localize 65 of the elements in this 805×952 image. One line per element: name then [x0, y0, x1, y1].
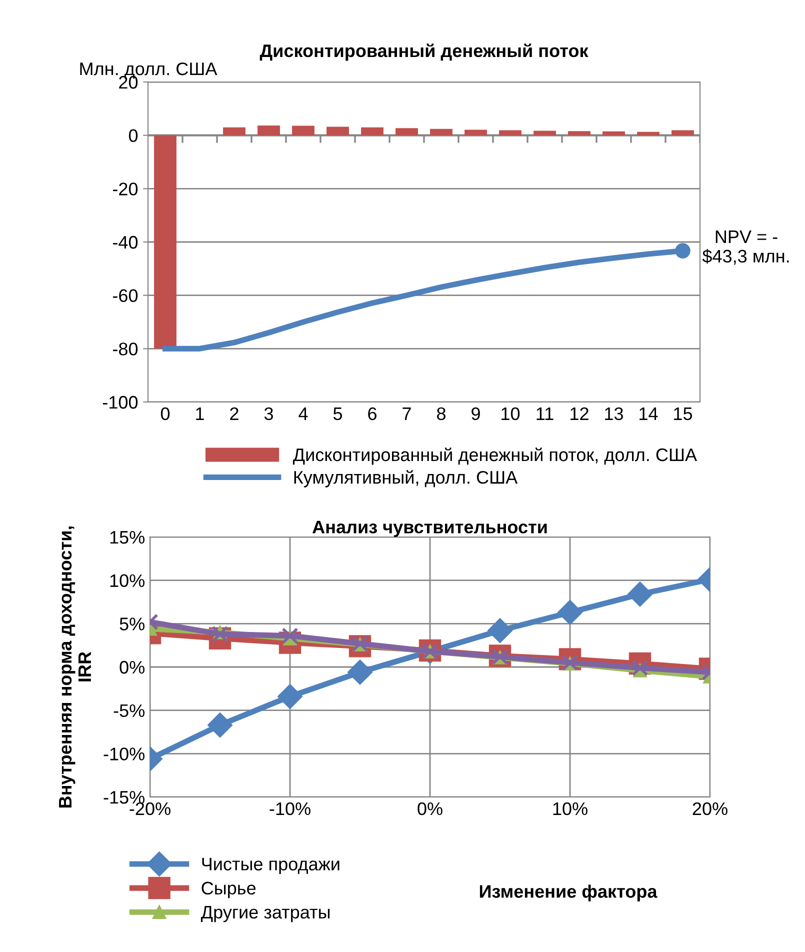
y-tick-label: 15%: [110, 531, 144, 544]
y-tick-label: -15%: [104, 791, 144, 804]
y-tick-label: 5%: [120, 618, 144, 630]
y-tick-label: -100: [102, 396, 138, 409]
bar: [396, 128, 418, 136]
x-tick-label: 7: [402, 408, 411, 420]
y-axis-title: Внутренняя норма доходности, IRR: [59, 526, 91, 808]
bar: [568, 131, 590, 136]
legend-label: Чистые продажи: [202, 858, 340, 874]
bar: [602, 131, 625, 136]
x-tick-label: -10%: [270, 802, 310, 816]
chart-title: Анализ чувствительности: [312, 520, 547, 537]
bar: [499, 130, 522, 136]
x-tick-label: 20%: [692, 802, 728, 816]
x-tick-label: 15: [674, 408, 692, 420]
y-tick-label: -20: [112, 182, 138, 196]
bar: [223, 127, 246, 136]
x-tick-label: 1: [196, 408, 204, 420]
chart-title: Дисконтированный денежный поток: [260, 44, 588, 61]
legend-label: Дисконтированный денежный поток, долл. США: [292, 448, 698, 465]
legend-label: Другие затраты: [200, 906, 330, 922]
y-tick-label: -80: [112, 342, 138, 356]
y-tick-label: -60: [112, 289, 138, 302]
x-tick-label: 10: [502, 407, 520, 420]
bar: [154, 135, 176, 349]
x-tick-label: -20%: [130, 802, 170, 816]
point: [558, 600, 582, 625]
bar: [672, 130, 694, 136]
bar: [430, 128, 452, 136]
x-tick-label: 6: [368, 407, 376, 420]
x-tick-label: 0: [160, 407, 170, 420]
x-tick-label: 2: [230, 407, 238, 420]
x-axis-title: Изменение фактора: [480, 884, 658, 902]
y-tick-label: 0: [128, 129, 138, 142]
bar: [464, 130, 487, 136]
point: [348, 660, 372, 685]
point: [488, 618, 512, 644]
bar: [637, 132, 660, 136]
annotation: NPV = - $43,3 млн.: [702, 230, 789, 265]
point: [208, 712, 232, 738]
point: [278, 684, 302, 709]
x-tick-label: 9: [472, 407, 480, 420]
y-tick-label: 10%: [110, 574, 144, 588]
x-tick-label: 0%: [418, 802, 442, 816]
bar: [534, 130, 556, 136]
bar: [361, 127, 384, 136]
bar: [258, 125, 280, 136]
x-tick-label: 4: [298, 408, 308, 420]
y-tick-label: -10%: [104, 748, 144, 760]
x-tick-label: 14: [640, 408, 658, 420]
legend-label: Кумулятивный, долл. США: [294, 470, 518, 488]
x-tick-label: 11: [536, 408, 554, 420]
bar: [292, 126, 314, 136]
x-tick-label: 13: [605, 407, 623, 420]
x-tick-label: 8: [437, 407, 446, 420]
y-tick-label: 0%: [120, 660, 144, 674]
x-tick-label: 3: [264, 407, 273, 420]
y-tick-label: -40: [112, 236, 138, 249]
x-tick-label: 5: [333, 408, 342, 420]
point: [628, 582, 652, 607]
y-tick-label: -5%: [114, 704, 144, 718]
legend-label: Сырье: [202, 882, 256, 898]
x-tick-label: 12: [570, 407, 588, 420]
x-tick-label: 10%: [553, 802, 588, 816]
bar: [326, 126, 349, 136]
